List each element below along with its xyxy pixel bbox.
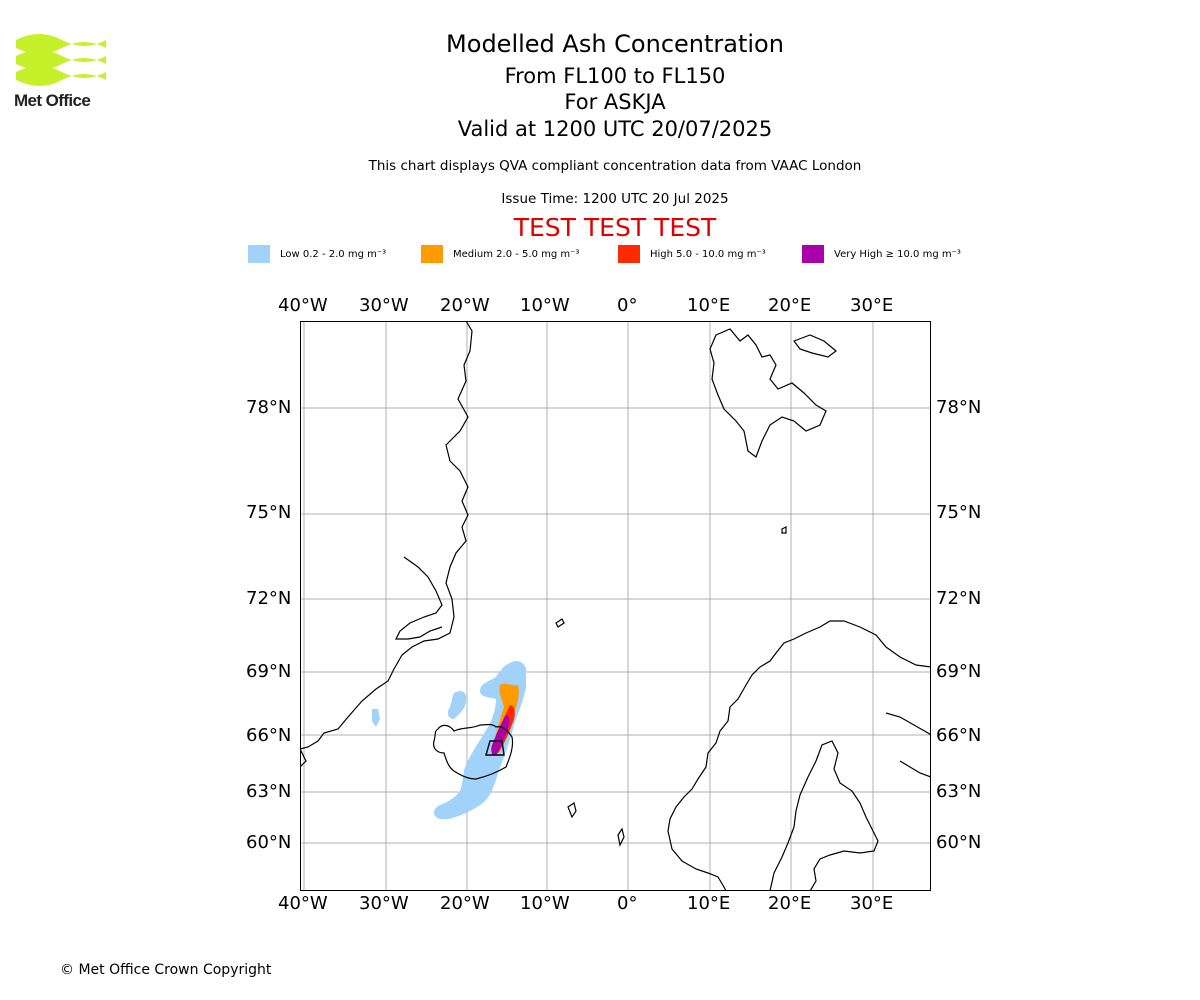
lat-label-left-60n: 60°N [246, 832, 292, 853]
lon-label-bottom-30w: 30°W [359, 893, 409, 914]
map-frame [300, 321, 931, 891]
coast-sweden-finland [769, 740, 879, 891]
coast-bear-island [781, 526, 787, 534]
volcano-name: For ASKJA [564, 90, 666, 114]
legend-label-medium: Medium 2.0 - 5.0 mg m⁻³ [453, 248, 580, 260]
lon-label-bottom-0: 0° [617, 893, 638, 914]
chart-title: Modelled Ash Concentration [446, 30, 784, 58]
legend-label-very-high: Very High ≥ 10.0 mg m⁻³ [834, 248, 961, 260]
coast-norway [667, 620, 931, 891]
coast-kola [885, 712, 931, 736]
chart-description: This chart displays QVA compliant concen… [368, 158, 862, 174]
coast-jan-mayen [555, 618, 565, 628]
lon-label-top-20e: 20°E [768, 295, 812, 316]
lon-label-top-30e: 30°E [850, 295, 894, 316]
lat-label-right-78n: 78°N [936, 397, 982, 418]
lon-label-bottom-30e: 30°E [850, 893, 894, 914]
coast-svalbard [709, 328, 827, 458]
legend-item-low: Low 0.2 - 2.0 mg m⁻³ [248, 244, 386, 264]
lon-label-bottom-10w: 10°W [520, 893, 570, 914]
legend-label-high: High 5.0 - 10.0 mg m⁻³ [650, 248, 766, 260]
legend-swatch-low [248, 245, 270, 263]
legend-item-medium: Medium 2.0 - 5.0 mg m⁻³ [421, 244, 579, 264]
lon-label-bottom-40w: 40°W [278, 893, 328, 914]
legend-item-very-high: Very High ≥ 10.0 mg m⁻³ [802, 244, 961, 264]
lat-label-left-63n: 63°N [246, 781, 292, 802]
coastlines [300, 321, 931, 891]
lat-label-left-78n: 78°N [246, 397, 292, 418]
coast-faroe [567, 802, 577, 819]
lon-label-top-40w: 40°W [278, 295, 328, 316]
coast-shetland [617, 827, 625, 847]
lat-label-left-66n: 66°N [246, 725, 292, 746]
coast-white-sea [899, 760, 931, 778]
coast-greenland [300, 321, 473, 750]
lon-label-bottom-10e: 10°E [687, 893, 731, 914]
lon-label-bottom-20w: 20°W [440, 893, 490, 914]
lat-label-right-69n: 69°N [936, 661, 982, 682]
lat-label-left-75n: 75°N [246, 502, 292, 523]
lon-label-top-0: 0° [617, 295, 638, 316]
volcano-marker [485, 740, 505, 756]
lat-label-right-66n: 66°N [936, 725, 982, 746]
lon-label-top-20w: 20°W [440, 295, 490, 316]
lat-label-right-75n: 75°N [936, 502, 982, 523]
test-banner: TEST TEST TEST [513, 213, 717, 242]
lat-label-right-63n: 63°N [936, 781, 982, 802]
logo-text: Met Office [14, 91, 91, 110]
lat-label-left-72n: 72°N [246, 588, 292, 609]
legend-swatch-high [618, 245, 640, 263]
lat-label-left-69n: 69°N [246, 661, 292, 682]
legend-item-high: High 5.0 - 10.0 mg m⁻³ [618, 244, 766, 264]
legend-swatch-very-high [802, 245, 824, 263]
valid-time: Valid at 1200 UTC 20/07/2025 [457, 117, 773, 141]
lat-label-right-72n: 72°N [936, 588, 982, 609]
lon-label-top-10w: 10°W [520, 295, 570, 316]
ash-very-high-region [491, 715, 510, 756]
legend-swatch-medium [421, 245, 443, 263]
coast-svalbard-east [793, 334, 837, 358]
coast-greenland-southeast [300, 748, 307, 768]
met-office-logo: Met Office [14, 30, 108, 112]
lon-label-top-30w: 30°W [359, 295, 409, 316]
ash-concentration-map [300, 321, 931, 891]
coast-greenland-fjords [395, 556, 443, 640]
met-office-waves-icon [16, 34, 106, 86]
lon-label-top-10e: 10°E [687, 295, 731, 316]
issue-time: Issue Time: 1200 UTC 20 Jul 2025 [501, 191, 729, 207]
coast-iceland [433, 723, 514, 780]
copyright-notice: © Met Office Crown Copyright [60, 962, 272, 978]
legend-label-low: Low 0.2 - 2.0 mg m⁻³ [280, 248, 387, 260]
map-gridlines [300, 321, 931, 891]
lat-label-right-60n: 60°N [936, 832, 982, 853]
flight-level-range: From FL100 to FL150 [504, 64, 726, 88]
lon-label-bottom-20e: 20°E [768, 893, 812, 914]
